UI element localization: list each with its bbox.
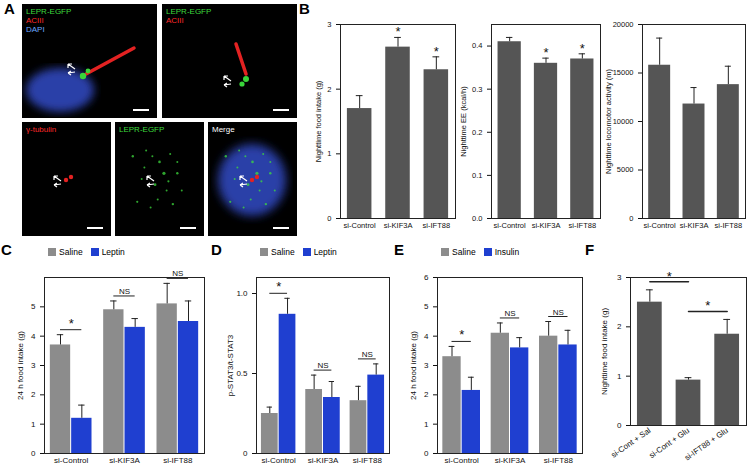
svg-text:0.3: 0.3: [472, 85, 482, 94]
svg-text:15000: 15000: [613, 68, 634, 77]
svg-text:si-IFT88: si-IFT88: [163, 456, 193, 465]
svg-text:0: 0: [617, 421, 622, 430]
svg-text:si-IFT88: si-IFT88: [569, 221, 597, 230]
svg-text:0: 0: [327, 214, 331, 223]
svg-text:1: 1: [617, 372, 622, 381]
svg-text:Nighttime EE (kcal/h): Nighttime EE (kcal/h): [459, 86, 468, 157]
html-text:LEPR-EGFP: LEPR-EGFP: [119, 125, 165, 134]
html-text:ACIII: ACIII: [26, 16, 44, 25]
svg-text:1: 1: [424, 420, 429, 429]
html-text:F: F: [585, 241, 595, 258]
svg-text:NS: NS: [362, 350, 373, 359]
svg-text:0.5: 0.5: [236, 369, 248, 378]
svg-text:si-Cont + Glu: si-Cont + Glu: [647, 425, 692, 461]
svg-text:*: *: [580, 41, 585, 56]
svg-text:si-Control: si-Control: [445, 456, 479, 465]
svg-text:5000: 5000: [617, 165, 634, 174]
svg-text:0: 0: [629, 214, 633, 223]
svg-text:*: *: [459, 327, 464, 342]
svg-text:NS: NS: [553, 308, 564, 317]
html-text:E: E: [394, 241, 404, 258]
html-text:ACIII: ACIII: [166, 16, 184, 25]
svg-text:4: 4: [424, 332, 429, 341]
svg-text:si-KIF3A: si-KIF3A: [495, 456, 526, 465]
svg-text:si-KIF3A: si-KIF3A: [109, 456, 140, 465]
html-text:Leptin: Leptin: [313, 247, 337, 257]
html-text:LEPR-EGFP: LEPR-EGFP: [166, 7, 212, 16]
svg-text:1: 1: [327, 149, 331, 158]
html-text:D: D: [211, 241, 222, 258]
svg-text:0: 0: [31, 449, 36, 458]
svg-text:p-STAT3/t-STAT3: p-STAT3/t-STAT3: [226, 334, 235, 396]
svg-text:si-Cont + Sal: si-Cont + Sal: [610, 426, 653, 460]
html-text:Leptin: Leptin: [101, 247, 125, 257]
html-text:A: A: [4, 0, 15, 17]
svg-text:NS: NS: [504, 309, 515, 318]
svg-text:1.0: 1.0: [236, 289, 248, 298]
svg-text:0.2: 0.2: [472, 128, 482, 137]
svg-text:24 h food intake (g): 24 h food intake (g): [16, 331, 25, 400]
html-text:C: C: [1, 241, 12, 258]
html-text:Saline: Saline: [271, 247, 295, 257]
svg-text:2: 2: [424, 390, 429, 399]
svg-text:*: *: [434, 44, 439, 59]
svg-text:si-IFT88: si-IFT88: [715, 221, 743, 230]
svg-text:3: 3: [424, 361, 429, 370]
svg-text:3: 3: [617, 273, 622, 282]
svg-text:0.0: 0.0: [472, 214, 482, 223]
svg-text:2: 2: [31, 390, 36, 399]
svg-text:si-Control: si-Control: [494, 221, 526, 230]
svg-text:si-KIF3A: si-KIF3A: [532, 221, 561, 230]
svg-text:*: *: [705, 298, 710, 313]
svg-text:3: 3: [31, 361, 36, 370]
svg-text:si-KIF3A: si-KIF3A: [308, 456, 339, 465]
svg-text:si-IFT88: si-IFT88: [544, 456, 574, 465]
svg-text:Nighttime food intake (g): Nighttime food intake (g): [600, 308, 609, 395]
svg-text:si-KIF3A: si-KIF3A: [384, 221, 413, 230]
svg-text:NS: NS: [172, 269, 184, 279]
svg-text:0.4: 0.4: [472, 41, 482, 50]
html-text:Saline: Saline: [59, 247, 83, 257]
html-text:DAPI: DAPI: [26, 25, 45, 34]
html-text:LEPR-EGFP: LEPR-EGFP: [26, 7, 72, 16]
svg-text:10000: 10000: [613, 117, 634, 126]
svg-text:Nighttime food intake (g): Nighttime food intake (g): [314, 80, 323, 162]
svg-text:*: *: [276, 279, 281, 294]
svg-text:6: 6: [424, 273, 429, 282]
svg-text:*: *: [543, 45, 548, 60]
svg-text:si-IFT88: si-IFT88: [423, 221, 451, 230]
svg-text:si-Control: si-Control: [262, 456, 296, 465]
svg-text:*: *: [69, 316, 74, 331]
svg-text:2: 2: [327, 85, 331, 94]
svg-text:NS: NS: [317, 361, 328, 370]
svg-text:2: 2: [617, 322, 622, 331]
svg-text:si-IFT88: si-IFT88: [353, 456, 383, 465]
html-text:γ-tubulin: γ-tubulin: [26, 125, 57, 134]
svg-text:Nighttime locomotor activity (: Nighttime locomotor activity (m): [604, 68, 613, 174]
svg-text:0: 0: [424, 449, 429, 458]
svg-text:5: 5: [31, 302, 36, 311]
svg-text:3: 3: [327, 20, 331, 29]
svg-text:*: *: [667, 269, 672, 284]
html-text:Merge: Merge: [212, 125, 235, 134]
svg-text:si-Control: si-Control: [644, 221, 676, 230]
svg-text:0.1: 0.1: [472, 171, 482, 180]
html-text:Saline: Saline: [452, 247, 476, 257]
svg-text:si-IFT88 + Glu: si-IFT88 + Glu: [683, 426, 730, 463]
svg-text:5: 5: [424, 302, 429, 311]
svg-text:si-Control: si-Control: [54, 456, 88, 465]
html-text:B: B: [299, 0, 310, 17]
svg-text:24 h food intake (g): 24 h food intake (g): [409, 331, 418, 400]
svg-text:4: 4: [31, 332, 36, 341]
svg-text:*: *: [395, 24, 400, 39]
svg-text:1: 1: [31, 420, 36, 429]
svg-text:0: 0: [243, 449, 248, 458]
svg-text:NS: NS: [119, 287, 130, 296]
html-text:Insulin: Insulin: [494, 247, 520, 257]
svg-text:si-Control: si-Control: [344, 221, 376, 230]
svg-text:20000: 20000: [613, 20, 634, 29]
svg-text:si-KIF3A: si-KIF3A: [680, 221, 709, 230]
